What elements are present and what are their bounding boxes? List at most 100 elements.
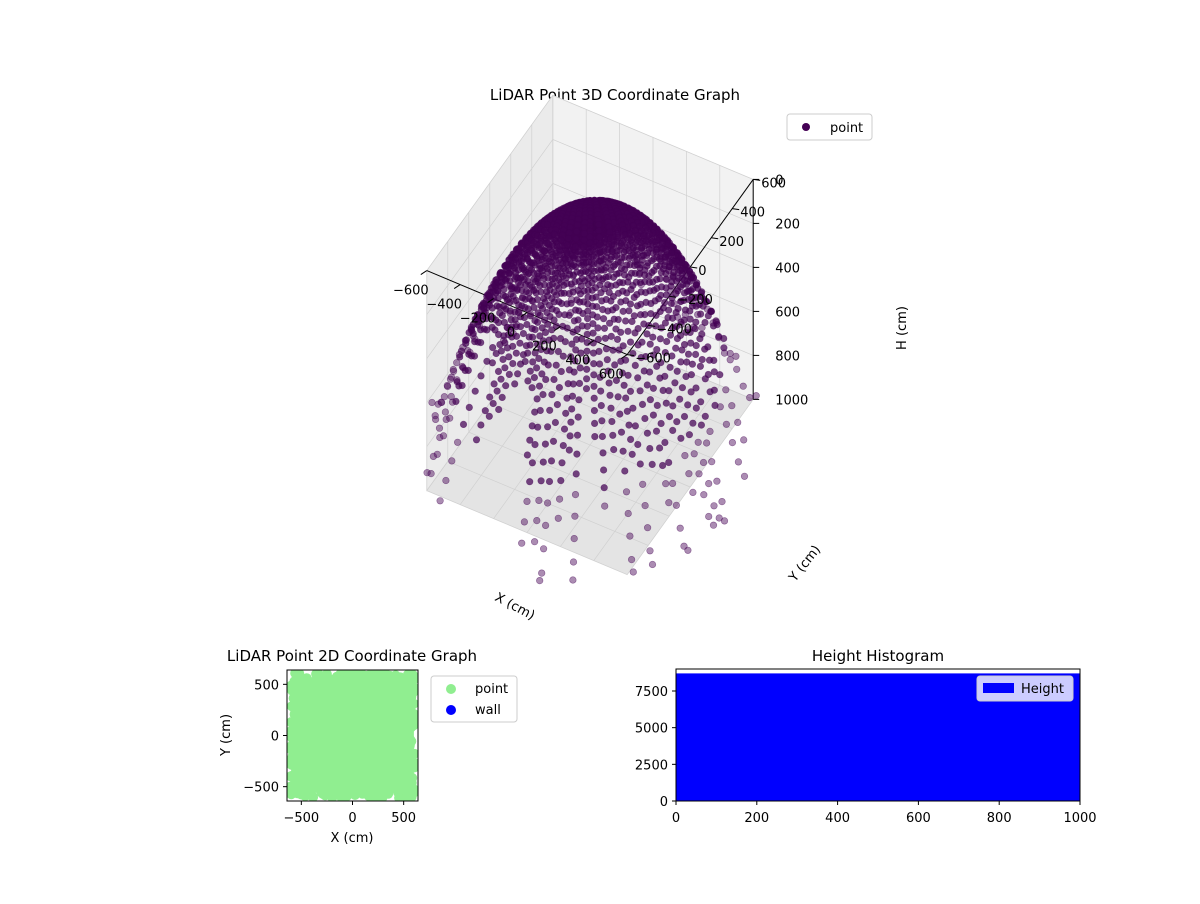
- data-point: [716, 371, 724, 379]
- histogram-frame: [675, 668, 1081, 802]
- data-point: [728, 402, 736, 410]
- data-point: [515, 306, 524, 314]
- data-point: [733, 365, 741, 373]
- data-point: [449, 366, 457, 374]
- data-point: [526, 478, 534, 486]
- data-point: [555, 384, 564, 392]
- data-point: [531, 249, 539, 258]
- data-point: [543, 239, 551, 247]
- data-point: [536, 576, 544, 585]
- data-point: [590, 382, 598, 390]
- data-point: [625, 307, 633, 315]
- data-point: [554, 347, 563, 356]
- data-point: [614, 393, 622, 401]
- data-point: [519, 351, 528, 359]
- data-point: [625, 421, 633, 429]
- data-point: [609, 346, 617, 354]
- data-point: [609, 431, 617, 439]
- data-point: [508, 262, 516, 270]
- data-point: [672, 501, 681, 509]
- data-point: [616, 410, 624, 418]
- data-point: [627, 555, 636, 564]
- data-point: [557, 236, 565, 244]
- tick-label-z: 800: [775, 349, 800, 364]
- chart-histogram: Height Histogram 0 200 400 600 800 1000 0 2500 5…: [635, 647, 1097, 826]
- data-point: [568, 340, 576, 348]
- data-point: [696, 362, 705, 370]
- data-point: [560, 425, 569, 433]
- data-point: [518, 293, 527, 301]
- data-point: [629, 568, 637, 576]
- data-point: [576, 364, 584, 372]
- data-point: [673, 285, 681, 293]
- tick-y: [690, 266, 698, 269]
- data-point: [618, 369, 627, 377]
- data-point: [692, 342, 700, 350]
- data-point: [676, 395, 684, 403]
- data-point: [556, 335, 565, 343]
- data-point: [540, 358, 549, 366]
- data-point: [613, 335, 622, 343]
- tick-label-y: 5000: [635, 722, 668, 737]
- data-point: [669, 402, 677, 410]
- data-point: [540, 247, 549, 255]
- data-point: [481, 407, 489, 415]
- chart-3d-points: [423, 196, 760, 585]
- data-point: [564, 380, 572, 388]
- data-point: [672, 344, 680, 352]
- data-point: [533, 340, 542, 348]
- data-point: [661, 438, 669, 447]
- data-point: [435, 424, 444, 432]
- data-point: [706, 427, 714, 436]
- data-point: [539, 391, 547, 399]
- data-point: [718, 498, 726, 506]
- data-point: [710, 368, 718, 376]
- data-point: [663, 337, 671, 346]
- data-point: [523, 320, 531, 329]
- data-point: [537, 233, 545, 241]
- legend-marker-wall: [446, 705, 456, 715]
- data-point: [629, 244, 637, 252]
- data-point: [665, 306, 673, 314]
- legend-label-wall: wall: [475, 703, 501, 718]
- legend-box: [786, 113, 873, 141]
- data-point: [599, 466, 608, 474]
- data-point: [636, 460, 644, 468]
- data-point: [662, 399, 670, 407]
- data-point: [619, 447, 627, 455]
- data-point: [681, 452, 689, 460]
- chart-3d-title: LiDAR Point 3D Coordinate Graph: [490, 86, 740, 104]
- data-point: [627, 236, 635, 244]
- data-point: [696, 310, 705, 318]
- data-point: [698, 324, 706, 332]
- data-point: [653, 346, 661, 354]
- data-point: [697, 398, 705, 406]
- data-point: [692, 281, 700, 289]
- data-point: [505, 353, 513, 361]
- data-point: [428, 398, 436, 407]
- data-point: [448, 457, 456, 465]
- data-point: [459, 343, 467, 351]
- data-point: [636, 387, 644, 395]
- data-point: [661, 349, 669, 357]
- data-point: [595, 360, 604, 368]
- data-point: [475, 322, 483, 330]
- data-point: [670, 300, 678, 308]
- data-point: [669, 273, 677, 281]
- data-point: [665, 499, 673, 507]
- data-point: [551, 418, 560, 427]
- data-point: [643, 429, 652, 437]
- data-point: [492, 349, 500, 358]
- data-point: [529, 358, 537, 366]
- data-point: [495, 331, 503, 339]
- data-point: [583, 356, 591, 364]
- chart-3d-xlabel: X (cm): [492, 590, 537, 623]
- data-point: [570, 317, 579, 325]
- data-point: [626, 435, 635, 444]
- data-point: [599, 449, 607, 457]
- data-point: [590, 419, 599, 428]
- data-point: [713, 477, 721, 485]
- data-point: [504, 295, 512, 303]
- data-point: [649, 333, 657, 341]
- data-point: [541, 440, 550, 448]
